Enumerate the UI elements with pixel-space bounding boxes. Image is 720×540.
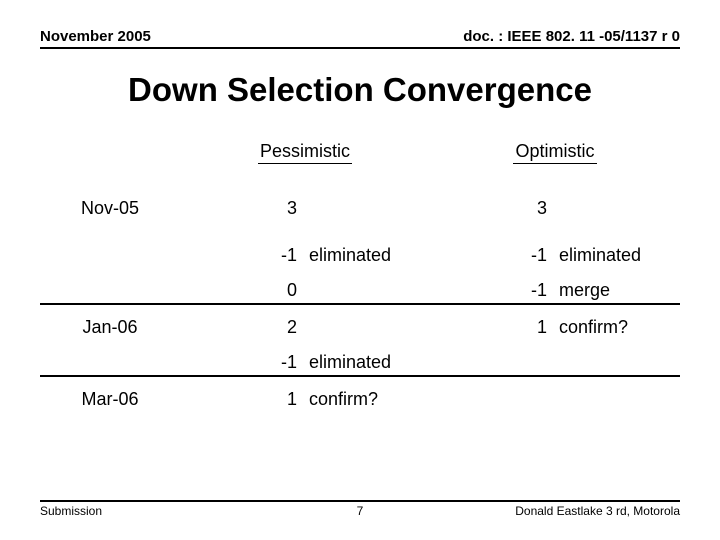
- pessimistic-num: 2: [180, 315, 305, 340]
- optimistic-text: confirm?: [555, 315, 680, 340]
- header-date: November 2005: [40, 28, 151, 45]
- optimistic-num: -1: [430, 278, 555, 304]
- pessimistic-num: -1: [180, 350, 305, 376]
- table-row: -1eliminated: [40, 350, 680, 376]
- table-row: -1eliminated-1eliminated: [40, 243, 680, 268]
- pessimistic-num: -1: [180, 243, 305, 268]
- slide-title: Down Selection Convergence: [40, 71, 680, 109]
- optimistic-text: eliminated: [555, 243, 680, 268]
- optimistic-text: [555, 196, 680, 221]
- row-label: [40, 350, 180, 376]
- table-row: 0 -1merge: [40, 278, 680, 304]
- header: November 2005 doc. : IEEE 802. 11 -05/11…: [40, 28, 680, 49]
- optimistic-num: [430, 350, 555, 376]
- pessimistic-num: 1: [180, 387, 305, 412]
- footer-page: 7: [40, 504, 680, 518]
- optimistic-num: 3: [430, 196, 555, 221]
- optimistic-num: -1: [430, 243, 555, 268]
- pessimistic-text: eliminated: [305, 350, 430, 376]
- convergence-table: Pessimistic Optimistic Nov-0533-1elimina…: [40, 139, 680, 412]
- row-label: Jan-06: [40, 315, 180, 340]
- table-row: Mar-061confirm?: [40, 387, 680, 412]
- optimistic-text: merge: [555, 278, 680, 304]
- pessimistic-num: 3: [180, 196, 305, 221]
- table-row: Nov-0533: [40, 196, 680, 221]
- table-row: Jan-062 1confirm?: [40, 315, 680, 340]
- pessimistic-num: 0: [180, 278, 305, 304]
- footer: Submission 7 Donald Eastlake 3 rd, Motor…: [40, 500, 680, 518]
- optimistic-text: [555, 387, 680, 412]
- pessimistic-text: [305, 315, 430, 340]
- row-label: [40, 243, 180, 268]
- pessimistic-text: confirm?: [305, 387, 430, 412]
- col-optimistic-label: Optimistic: [513, 141, 596, 164]
- optimistic-num: 1: [430, 315, 555, 340]
- pessimistic-text: [305, 196, 430, 221]
- pessimistic-text: eliminated: [305, 243, 430, 268]
- header-docnum: doc. : IEEE 802. 11 -05/1137 r 0: [463, 28, 680, 45]
- pessimistic-text: [305, 278, 430, 304]
- optimistic-num: [430, 387, 555, 412]
- row-label: [40, 278, 180, 304]
- row-label: Nov-05: [40, 196, 180, 221]
- row-label: Mar-06: [40, 387, 180, 412]
- optimistic-text: [555, 350, 680, 376]
- col-pessimistic-label: Pessimistic: [258, 141, 352, 164]
